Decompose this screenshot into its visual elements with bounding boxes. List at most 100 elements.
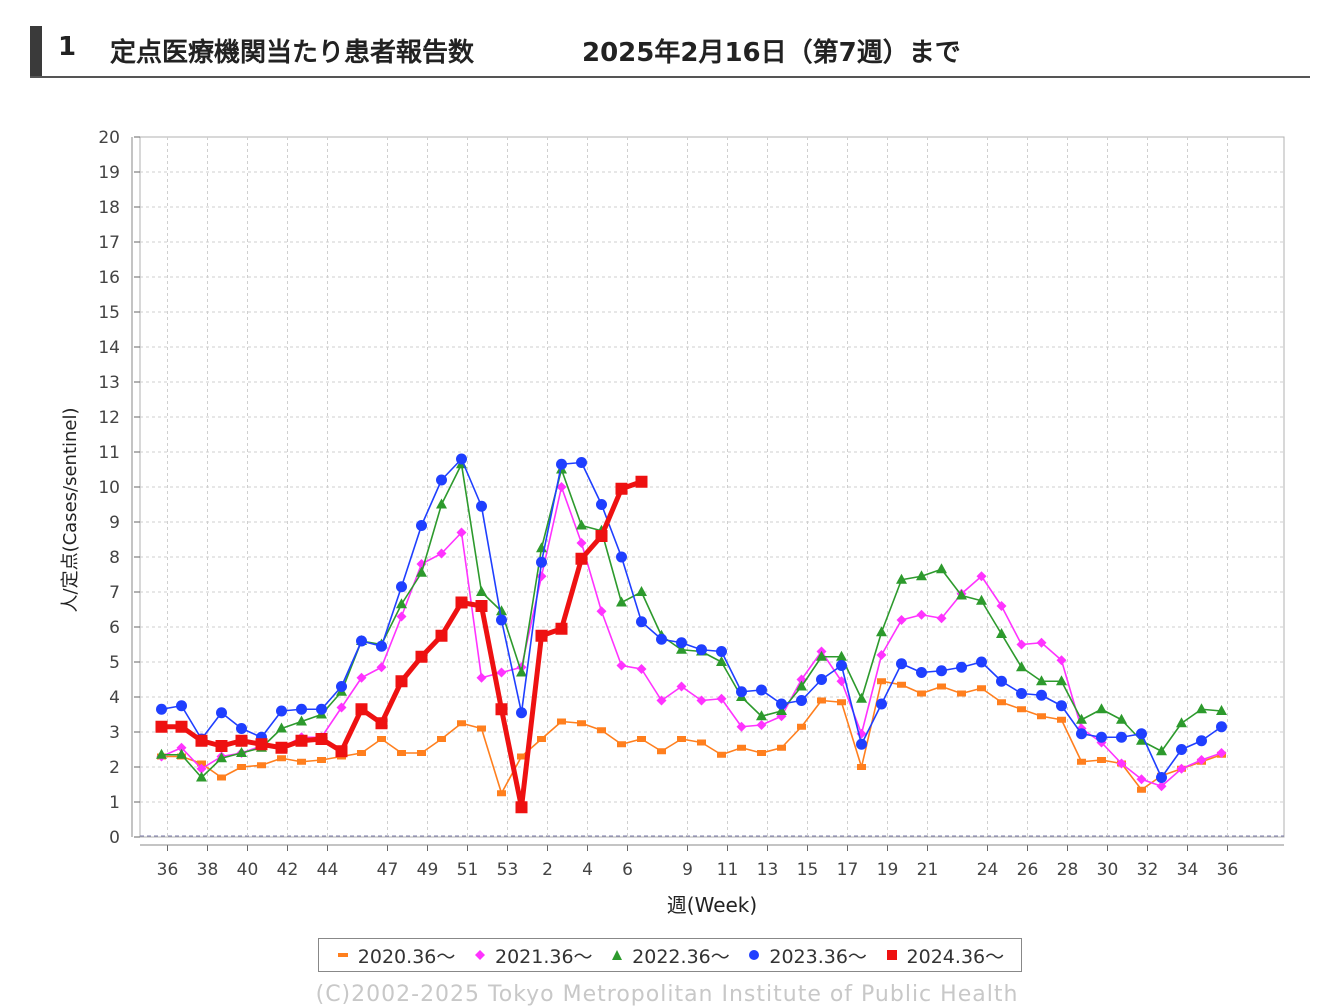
- data-point: [375, 717, 388, 730]
- legend-label: 2023.36～: [769, 945, 867, 968]
- x-tick-label: 6: [622, 860, 633, 880]
- x-tick-label: 38: [197, 860, 219, 880]
- data-point: [597, 727, 606, 734]
- data-point: [1016, 639, 1027, 650]
- data-point: [1077, 758, 1086, 765]
- data-point: [757, 750, 766, 756]
- data-point: [316, 703, 327, 715]
- data-point: [836, 650, 847, 661]
- data-point: [1056, 675, 1067, 686]
- y-tick-label: 7: [109, 583, 120, 603]
- data-point: [1057, 716, 1066, 723]
- data-point: [856, 692, 867, 703]
- data-point: [776, 698, 787, 710]
- data-point: [877, 678, 886, 685]
- x-tick-label: 4: [582, 860, 593, 880]
- data-point: [897, 681, 906, 688]
- chart-grid: [139, 136, 1285, 838]
- data-point: [156, 703, 167, 715]
- data-point: [696, 695, 707, 706]
- data-point: [656, 695, 667, 706]
- data-point: [496, 667, 507, 678]
- data-point: [657, 748, 666, 755]
- data-point: [516, 666, 527, 677]
- data-point: [456, 453, 467, 465]
- data-point: [916, 570, 927, 581]
- data-point: [616, 596, 627, 607]
- data-point: [536, 556, 547, 568]
- data-point: [515, 801, 528, 814]
- y-tick-label: 14: [98, 338, 120, 358]
- data-point: [1156, 745, 1167, 756]
- data-point: [956, 589, 967, 600]
- data-point: [496, 614, 507, 626]
- legend-label: 2022.36～: [632, 945, 730, 968]
- data-point: [856, 738, 867, 750]
- data-point: [276, 722, 287, 733]
- data-point: [295, 734, 308, 747]
- data-point: [196, 763, 207, 774]
- series-2023.36～: [156, 453, 1227, 783]
- y-tick-label: 11: [98, 443, 120, 463]
- data-point: [1196, 703, 1207, 714]
- data-point: [335, 745, 348, 758]
- x-tick-label: 53: [497, 860, 519, 880]
- data-point: [1156, 781, 1167, 792]
- data-point: [1076, 713, 1087, 724]
- data-point: [596, 499, 607, 510]
- data-point: [357, 750, 366, 756]
- data-point: [216, 752, 227, 763]
- y-tick-label: 20: [98, 128, 120, 148]
- data-point: [857, 764, 866, 770]
- data-point: [1096, 703, 1107, 714]
- data-point: [276, 705, 287, 717]
- data-point: [395, 675, 408, 688]
- data-point: [296, 715, 307, 726]
- y-tick-label: 6: [109, 618, 120, 638]
- data-point: [435, 629, 448, 642]
- data-point: [156, 748, 167, 759]
- data-point: [576, 457, 587, 468]
- legend-item-2020: 2020.36～: [336, 942, 455, 969]
- report-date-range: 2025年2月16日（第7週）まで: [582, 38, 961, 68]
- data-point: [956, 661, 967, 673]
- x-tick-label: 17: [837, 860, 859, 880]
- data-point: [176, 700, 187, 712]
- circle-marker-icon: [749, 950, 760, 960]
- data-point: [677, 736, 686, 742]
- data-point: [976, 594, 987, 605]
- data-point: [575, 552, 588, 565]
- data-point: [1176, 763, 1187, 774]
- data-point: [916, 667, 927, 678]
- data-point: [235, 734, 248, 747]
- x-tick-label: 11: [717, 860, 739, 880]
- data-point: [1036, 689, 1047, 701]
- data-point: [936, 563, 947, 574]
- data-point: [476, 500, 487, 512]
- data-point: [215, 740, 228, 752]
- series-line: [161, 486, 1222, 788]
- data-point: [1036, 637, 1047, 648]
- data-point: [796, 680, 807, 691]
- data-point: [636, 616, 647, 628]
- data-point: [696, 644, 707, 656]
- data-point: [817, 697, 826, 704]
- data-point: [676, 681, 687, 692]
- legend-label: 2024.36～: [906, 945, 1005, 968]
- data-point: [876, 698, 887, 710]
- legend-label: 2021.36～: [494, 945, 593, 968]
- data-point: [456, 527, 467, 538]
- data-point: [656, 633, 667, 645]
- data-point: [1136, 734, 1147, 745]
- data-point: [475, 600, 488, 612]
- data-point: [896, 658, 907, 670]
- data-point: [455, 596, 468, 609]
- data-point: [1176, 744, 1187, 755]
- data-point: [616, 551, 627, 563]
- y-tick-label: 15: [98, 303, 120, 323]
- data-point: [236, 723, 247, 734]
- data-point: [1216, 721, 1227, 733]
- data-point: [1216, 705, 1227, 715]
- data-point: [876, 626, 887, 637]
- section-title: 定点医療機関当たり患者報告数: [110, 38, 475, 68]
